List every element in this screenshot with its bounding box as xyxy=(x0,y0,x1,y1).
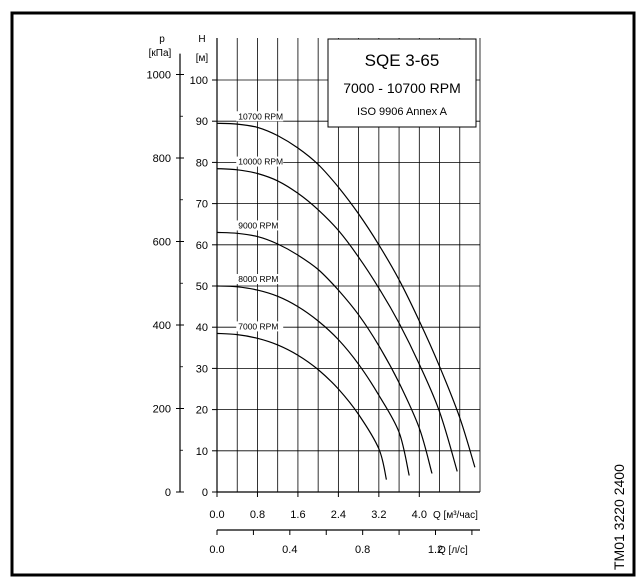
y-right-tick-label: 60 xyxy=(196,240,208,252)
x-top-tick-label: 0.0 xyxy=(209,509,224,521)
legend-box xyxy=(327,38,477,128)
chart-axes: 0102030405060708090100020040060080010000… xyxy=(147,38,480,556)
x-top-label: Q [м³/час] xyxy=(433,510,478,521)
side-code: TM01 3220 2400 xyxy=(611,464,627,570)
curve-8000-rpm xyxy=(216,285,410,476)
rpm-label: 10700 RPM xyxy=(238,111,283,121)
y-right-tick-label: 20 xyxy=(196,405,208,417)
y-right-tick-label: 90 xyxy=(196,116,208,128)
y-left-tick-label: 400 xyxy=(153,320,171,332)
chart-series: 10700 RPM 10000 RPM 9000 RPM 8000 RPM 7000 R… xyxy=(216,111,476,480)
y-left-tick-label: 800 xyxy=(153,153,171,165)
y-left-tick-label: 600 xyxy=(153,237,171,249)
y-right-tick-label: 100 xyxy=(190,75,208,87)
y-right-tick-label: 10 xyxy=(196,446,208,458)
x-top-tick-label: 1.6 xyxy=(290,509,305,521)
y-left-unit: [кПа] xyxy=(149,48,172,59)
chart-title: SQE 3-65 xyxy=(365,51,440,70)
chart-standard: ISO 9906 Annex A xyxy=(357,106,448,118)
x-bottom-tick-label: 0.4 xyxy=(282,544,297,556)
rpm-label: 9000 RPM xyxy=(238,220,278,230)
y-right-tick-label: 30 xyxy=(196,363,208,375)
curve-10000-rpm xyxy=(216,168,458,472)
curve-10700-rpm xyxy=(216,122,476,468)
rpm-label-bg xyxy=(236,111,284,122)
chart-subtitle: 7000 - 10700 RPM xyxy=(343,80,461,96)
rpm-label: 7000 RPM xyxy=(238,321,278,331)
curve-7000-rpm xyxy=(216,332,387,480)
y-right-tick-label: 0 xyxy=(202,487,208,499)
y-right-tick-label: 70 xyxy=(196,199,208,211)
rpm-label-bg xyxy=(236,156,284,167)
y-left-label: p xyxy=(159,34,165,45)
y-right-unit: [м] xyxy=(196,53,209,64)
y-left-tick-label: 1000 xyxy=(147,70,171,82)
chart-border xyxy=(10,11,636,577)
rpm-label: 8000 RPM xyxy=(238,274,278,284)
chart-legend: SQE 3-65 7000 - 10700 RPM ISO 9906 Annex… xyxy=(327,38,477,128)
y-right-tick-label: 50 xyxy=(196,281,208,293)
x-top-tick-label: 2.4 xyxy=(331,509,346,521)
y-right-label: H xyxy=(198,34,205,45)
rpm-label-bg xyxy=(236,274,284,284)
y-left-tick-label: 200 xyxy=(153,404,171,416)
x-bottom-tick-label: 0.8 xyxy=(355,544,370,556)
curve-9000-rpm xyxy=(216,231,433,474)
x-top-tick-label: 3.2 xyxy=(371,509,386,521)
y-left-tick-label: 0 xyxy=(165,487,171,499)
y-right-tick-label: 40 xyxy=(196,322,208,334)
x-bottom-tick-label: 0.0 xyxy=(209,544,224,556)
x-bottom-label: Q [л/с] xyxy=(438,545,468,556)
x-top-tick-label: 4.0 xyxy=(412,509,427,521)
rpm-label: 10000 RPM xyxy=(238,157,283,167)
x-top-tick-label: 0.8 xyxy=(250,509,265,521)
rpm-label-bg xyxy=(236,220,284,231)
y-right-tick-label: 80 xyxy=(196,157,208,169)
x-bottom-tick-label: 1.2 xyxy=(428,544,443,556)
rpm-label-bg xyxy=(236,321,284,332)
